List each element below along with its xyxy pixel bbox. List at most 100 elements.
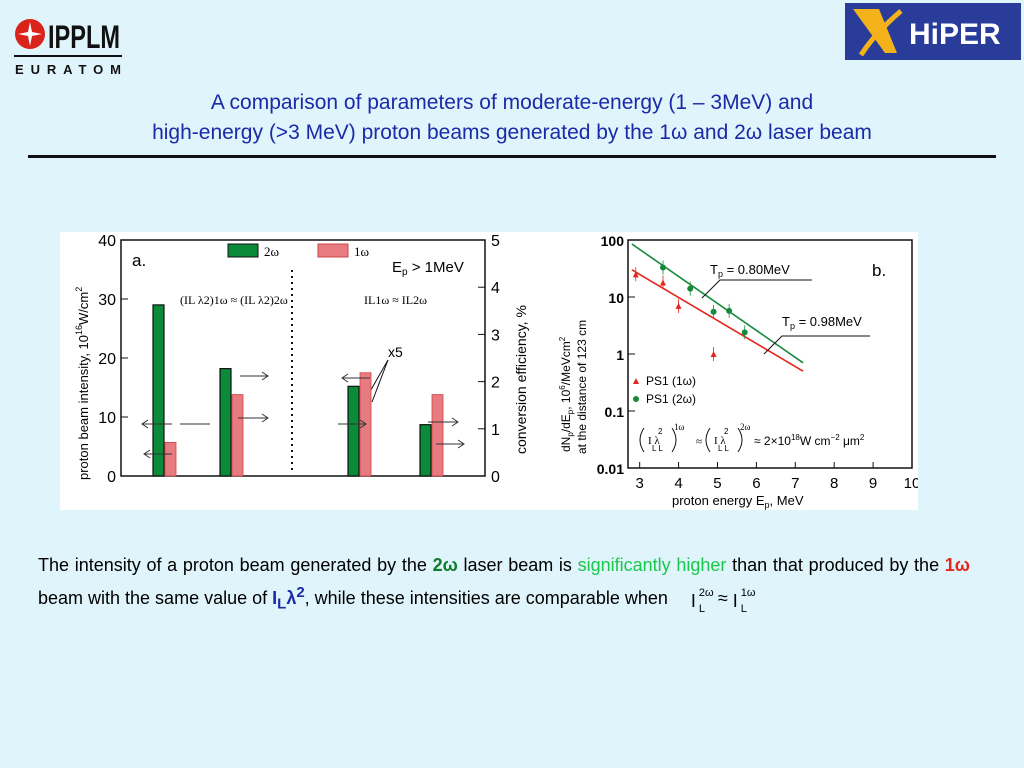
data-point-2omega <box>687 285 694 292</box>
fit-annotation-1: Tp = 0.80MeV <box>701 262 812 299</box>
title-line-2: high-energy (>3 MeV) proton beams genera… <box>152 121 872 144</box>
left-tick-label: 20 <box>98 351 116 368</box>
ipplm-logo: IPPLM EURATOM <box>14 19 122 77</box>
bar-2omega <box>347 385 360 477</box>
svg-text:I λ: I λ <box>714 435 726 447</box>
title-divider <box>28 155 996 158</box>
figure: 0 10 20 30 40 0 1 2 3 4 5 a. 2ω 1ω Ep > 1MeV (IL … <box>60 232 918 510</box>
ipplm-star-icon <box>18 22 42 46</box>
svg-text:1ω: 1ω <box>674 422 685 432</box>
panel-a-right-axis: 0 1 2 3 4 5 <box>478 233 500 486</box>
legend-1omega-label: 1ω <box>354 244 370 259</box>
panel-b-ylabel-line2: at the distance of 123 cm <box>575 320 589 454</box>
panel-a-left-axis: 0 10 20 30 40 <box>98 233 128 486</box>
svg-text:L L: L L <box>718 444 729 453</box>
legend-2omega-label: 2ω <box>264 244 280 259</box>
intensity-condition: I λ 2 L L 1ω ≈ I λ 2 L L 2ω ≈ 2×1018W cm… <box>639 422 865 453</box>
x-tick-label: 3 <box>635 475 643 492</box>
legend-1omega-swatch <box>317 243 349 258</box>
right-tick-label: 3 <box>491 327 500 344</box>
x-tick-label: 9 <box>869 475 877 492</box>
svg-text:Tp = 0.80MeV: Tp = 0.80MeV <box>710 262 790 279</box>
data-point-2omega <box>710 308 717 315</box>
y-tick-label: 1 <box>616 347 624 363</box>
chart-panel-a: 0 10 20 30 40 0 1 2 3 4 5 a. 2ω 1ω Ep > 1MeV (IL … <box>74 233 529 486</box>
intensity-comparison: I 2ω L ≈ I 1ω L <box>690 587 756 615</box>
x-tick-label: 8 <box>830 475 838 492</box>
fit-line-1omega <box>631 269 804 372</box>
il-lambda-highlight: ILλ2 <box>272 584 305 613</box>
panel-a-label: a. <box>132 251 146 270</box>
ipplm-logo-text: IPPLM <box>48 19 120 55</box>
bar-2omega <box>152 304 165 477</box>
x-tick-label: 4 <box>674 475 682 492</box>
right-tick-label: 5 <box>491 233 500 250</box>
panel-b-label: b. <box>872 261 886 280</box>
data-point-1omega <box>632 271 639 278</box>
hiper-logo-text: HiPER <box>909 18 1001 51</box>
y-tick-label: 0.01 <box>597 461 624 477</box>
panel-a-left-ylabel: proton beam intensity, 1016W/cm2 <box>74 287 91 480</box>
data-point-1omega <box>675 302 682 309</box>
legend-ps1-2omega-label: PS1 (2ω) <box>646 392 696 406</box>
x-tick-label: 6 <box>752 475 760 492</box>
significantly-higher-highlight: significantly higher <box>577 555 727 575</box>
panel-a-energy-annotation: Ep > 1MeV <box>392 259 464 278</box>
left-tick-label: 30 <box>98 292 116 309</box>
chart-panel-b: 3 4 5 6 7 8 9 10 0.01 0.1 1 10 100 b. Tp = 0.80MeV T… <box>558 233 918 510</box>
x-tick-label: 7 <box>791 475 799 492</box>
data-point-2omega <box>741 329 748 336</box>
left-tick-label: 10 <box>98 410 116 427</box>
right-tick-label: 1 <box>491 422 500 439</box>
data-point-2omega <box>660 264 667 271</box>
body-paragraph: The intensity of a proton beam generated… <box>38 555 971 615</box>
svg-text:I λ: I λ <box>648 435 660 447</box>
data-point-2omega <box>726 307 733 314</box>
hiper-logo: HiPER <box>845 3 1021 60</box>
x-tick-label: 5 <box>713 475 721 492</box>
legend-2omega-swatch <box>227 243 259 258</box>
panel-b-axes: 3 4 5 6 7 8 9 10 0.01 0.1 1 10 100 <box>597 233 918 492</box>
y-tick-label: 0.1 <box>605 404 625 420</box>
panel-b-series <box>631 243 804 372</box>
data-point-1omega <box>710 351 717 357</box>
fit-annotation-2: Tp = 0.98MeV <box>763 314 870 355</box>
panel-b-ylabel-line1: dNp/dEp, 106/MeVcm2 <box>558 336 575 452</box>
svg-text:Tp = 0.98MeV: Tp = 0.98MeV <box>782 314 862 331</box>
group-1-condition: (IL λ2)1ω ≈ (IL λ2)2ω <box>180 293 288 307</box>
right-tick-label: 2 <box>491 375 500 392</box>
x5-annotation: x5 <box>388 344 403 360</box>
svg-text:2ω: 2ω <box>740 422 751 432</box>
bar-2omega <box>419 424 432 477</box>
bar-1omega <box>164 441 177 477</box>
euratom-logo-text: EURATOM <box>15 62 121 77</box>
bar-1omega <box>431 394 444 477</box>
y-tick-label: 100 <box>601 233 625 249</box>
x-tick-label: 10 <box>904 475 918 492</box>
legend-ps1-1omega-marker <box>633 378 639 384</box>
group-3-condition: IL1ω ≈ IL2ω <box>364 293 427 307</box>
left-tick-label: 0 <box>107 469 116 486</box>
right-tick-label: 4 <box>491 280 500 297</box>
data-point-1omega <box>660 279 667 286</box>
svg-text:≈ 2×1018W cm−2 μm2: ≈ 2×1018W cm−2 μm2 <box>754 433 865 448</box>
y-tick-label: 10 <box>608 290 624 306</box>
left-tick-label: 40 <box>98 233 116 250</box>
panel-b-xlabel: proton energy Ep, MeV <box>672 493 804 510</box>
title-line-1: A comparison of parameters of moderate-e… <box>210 91 814 114</box>
svg-text:2: 2 <box>658 427 663 436</box>
bar-1omega <box>231 394 244 477</box>
legend-ps1-2omega-marker <box>633 396 639 402</box>
svg-text:L L: L L <box>652 444 663 453</box>
one-omega-highlight: 1ω <box>944 555 971 575</box>
bar-2omega <box>219 368 232 477</box>
svg-text:2: 2 <box>724 427 729 436</box>
slide-title: A comparison of parameters of moderate-e… <box>60 88 964 148</box>
hiper-beam-icon <box>853 9 897 53</box>
svg-text:≈: ≈ <box>696 436 702 448</box>
panel-a-right-ylabel: conversion efficiency, % <box>513 305 529 454</box>
two-omega-highlight: 2ω <box>432 555 458 575</box>
legend-ps1-1omega-label: PS1 (1ω) <box>646 374 696 388</box>
axis-direction-arrows <box>141 371 465 459</box>
right-tick-label: 0 <box>491 469 500 486</box>
